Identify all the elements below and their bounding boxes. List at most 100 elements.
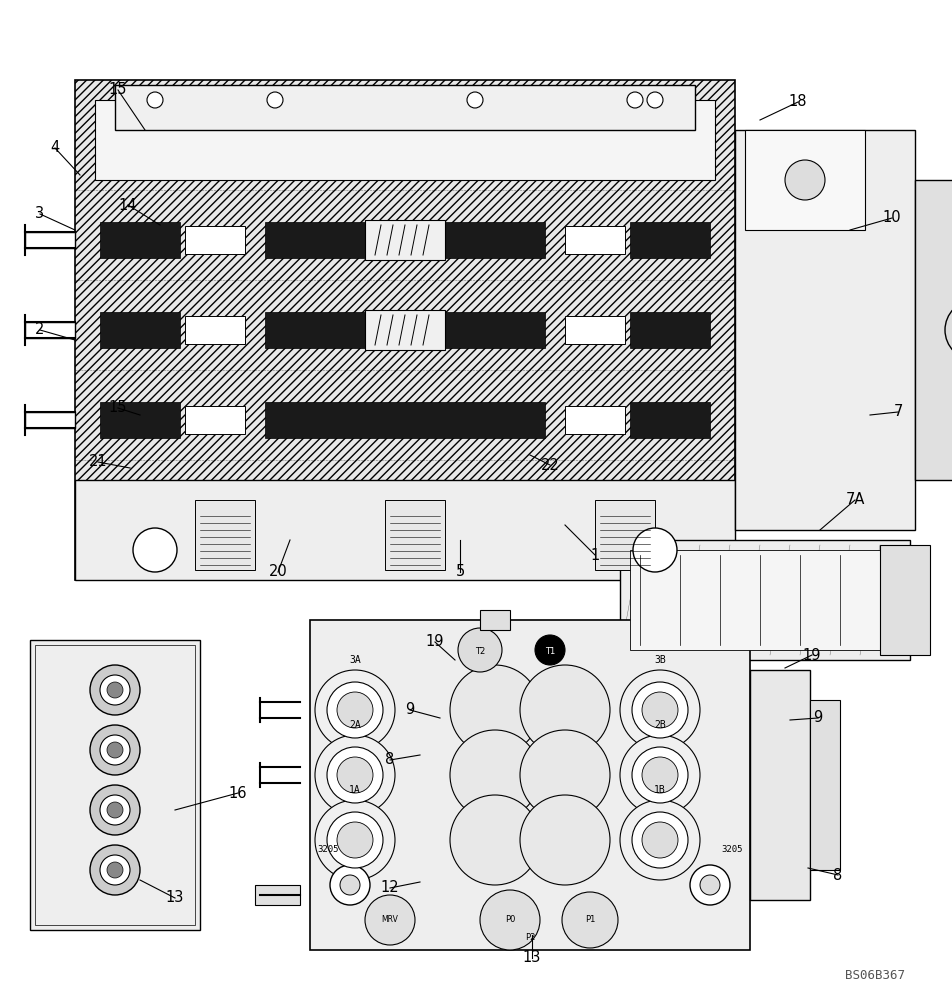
Circle shape (632, 682, 688, 738)
Circle shape (700, 875, 720, 895)
Text: 22: 22 (541, 458, 560, 473)
Bar (100, 312, 180, 348)
Circle shape (90, 725, 140, 775)
Text: 7: 7 (893, 404, 902, 420)
Bar (565, 226, 625, 254)
Circle shape (327, 812, 383, 868)
Circle shape (100, 675, 130, 705)
Bar (35, 645, 195, 925)
Text: 18: 18 (789, 95, 807, 109)
Bar (365, 220, 445, 260)
Bar (100, 402, 180, 438)
Bar (195, 500, 255, 570)
Bar (185, 406, 245, 434)
Circle shape (365, 895, 415, 945)
Text: 3205: 3205 (317, 846, 339, 854)
Text: 13: 13 (523, 950, 541, 966)
Text: 3205: 3205 (722, 846, 743, 854)
Circle shape (107, 742, 123, 758)
Circle shape (520, 665, 610, 755)
Bar (480, 610, 510, 630)
Text: 3A: 3A (349, 655, 361, 665)
Circle shape (90, 845, 140, 895)
Circle shape (458, 628, 502, 672)
Circle shape (642, 692, 678, 728)
Bar (385, 500, 445, 570)
Bar (95, 100, 715, 180)
Text: 21: 21 (89, 454, 108, 470)
Circle shape (337, 822, 373, 858)
Text: 8: 8 (833, 867, 843, 882)
Circle shape (315, 735, 395, 815)
Circle shape (100, 795, 130, 825)
Bar (25, 232, 75, 248)
Circle shape (340, 875, 360, 895)
Circle shape (315, 800, 395, 880)
Bar (265, 312, 545, 348)
Text: 7A: 7A (845, 492, 864, 508)
Text: BS06B367: BS06B367 (845, 969, 905, 982)
Bar (115, 85, 695, 130)
Text: 9: 9 (406, 702, 415, 718)
Circle shape (620, 735, 700, 815)
Circle shape (100, 735, 130, 765)
Bar (750, 670, 810, 900)
Circle shape (632, 812, 688, 868)
Bar (365, 310, 445, 350)
Circle shape (107, 682, 123, 698)
Bar (255, 885, 300, 905)
Bar (630, 402, 710, 438)
Circle shape (520, 795, 610, 885)
Bar (185, 316, 245, 344)
Bar (100, 222, 180, 258)
Circle shape (633, 528, 677, 572)
Text: T2: T2 (475, 648, 486, 656)
Circle shape (107, 802, 123, 818)
Text: P2: P2 (525, 934, 535, 942)
Circle shape (642, 757, 678, 793)
Text: 16: 16 (228, 786, 248, 800)
Text: 3: 3 (35, 207, 45, 222)
Text: 1B: 1B (654, 785, 665, 795)
Text: 9: 9 (813, 710, 823, 726)
Bar (620, 540, 910, 660)
Bar (595, 500, 655, 570)
Circle shape (147, 92, 163, 108)
Text: 3B: 3B (654, 655, 665, 665)
Text: 19: 19 (803, 648, 822, 662)
Text: 20: 20 (268, 564, 288, 580)
Text: 10: 10 (883, 211, 902, 226)
Bar (565, 406, 625, 434)
Circle shape (450, 795, 540, 885)
Circle shape (562, 892, 618, 948)
Circle shape (107, 862, 123, 878)
Text: 2: 2 (35, 322, 45, 338)
Bar (630, 550, 900, 650)
Circle shape (642, 822, 678, 858)
Circle shape (337, 692, 373, 728)
Text: 1: 1 (590, 548, 600, 562)
Bar (25, 322, 75, 338)
Circle shape (467, 92, 483, 108)
Circle shape (315, 670, 395, 750)
Bar (630, 222, 710, 258)
Circle shape (133, 528, 177, 572)
Bar (265, 402, 545, 438)
Text: P1: P1 (585, 916, 595, 924)
Text: 1A: 1A (349, 785, 361, 795)
Text: 15: 15 (109, 400, 128, 416)
Bar (565, 316, 625, 344)
Text: 8: 8 (386, 752, 395, 768)
Circle shape (90, 785, 140, 835)
Text: 19: 19 (426, 635, 445, 650)
Text: 5: 5 (455, 564, 465, 580)
Text: T1: T1 (545, 648, 555, 656)
Bar (30, 640, 200, 930)
Bar (735, 130, 915, 530)
Circle shape (535, 635, 565, 665)
Text: P0: P0 (505, 916, 515, 924)
Circle shape (327, 682, 383, 738)
Bar (185, 226, 245, 254)
Text: 4: 4 (50, 140, 60, 155)
Circle shape (330, 865, 370, 905)
